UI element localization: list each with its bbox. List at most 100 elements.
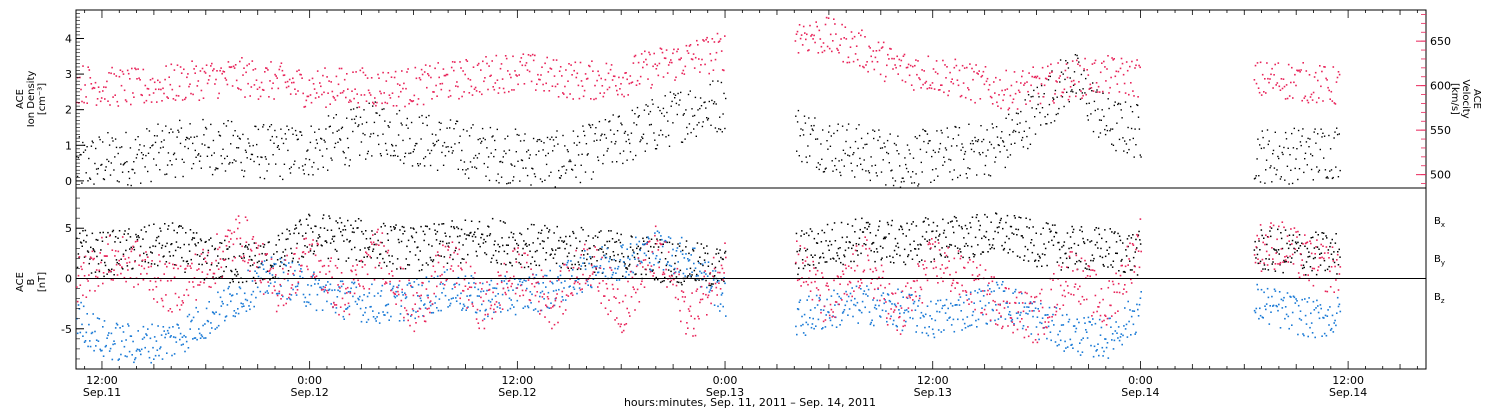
by-point: [301, 277, 304, 279]
bz-point: [105, 255, 107, 257]
by-point: [481, 282, 484, 285]
density-point: [450, 146, 453, 148]
by-point: [905, 320, 907, 323]
density-point: [642, 137, 644, 140]
bx-point: [1042, 227, 1044, 229]
bx-point: [464, 219, 467, 221]
density-point: [1063, 105, 1065, 108]
velocity-point: [606, 88, 609, 91]
velocity-point: [370, 77, 373, 79]
density-point: [1072, 91, 1074, 93]
velocity-point: [578, 97, 581, 100]
by-point: [948, 317, 950, 319]
velocity-point: [130, 103, 132, 106]
by-point: [120, 353, 122, 356]
density-point: [1336, 133, 1339, 136]
density-point: [905, 167, 908, 170]
bx-point: [916, 254, 918, 256]
density-point: [512, 179, 514, 182]
bx-point: [1291, 257, 1293, 259]
bz-point: [91, 250, 94, 253]
bx-point: [594, 235, 597, 237]
by-point: [986, 323, 988, 325]
by-point: [799, 299, 802, 301]
by-point: [1026, 306, 1028, 308]
bx-point: [1051, 224, 1054, 226]
bx-point: [370, 257, 372, 259]
by-point: [1309, 326, 1311, 329]
velocity-point: [220, 67, 222, 69]
bx-point: [708, 284, 710, 287]
velocity-point: [802, 25, 805, 28]
velocity-point: [1095, 82, 1098, 84]
by-point: [256, 286, 259, 289]
density-point: [845, 140, 847, 143]
by-point: [136, 348, 139, 351]
by-point: [1299, 310, 1302, 312]
bx-point: [1124, 271, 1126, 273]
by-point: [1335, 324, 1337, 327]
bx-point: [291, 260, 294, 262]
velocity-point: [1300, 69, 1302, 71]
density-point: [887, 152, 890, 155]
velocity-point: [502, 87, 505, 90]
bx-point: [329, 217, 331, 220]
by-point: [1295, 298, 1297, 300]
by-point: [532, 309, 535, 311]
density-point: [562, 134, 564, 137]
by-point: [460, 292, 462, 295]
bx-point: [298, 220, 301, 223]
bx-point: [1040, 233, 1042, 235]
by-point: [424, 307, 427, 309]
by-point: [293, 274, 295, 276]
bx-point: [572, 232, 575, 235]
bx-point: [117, 237, 119, 239]
bx-point: [814, 254, 816, 256]
velocity-point: [989, 95, 992, 98]
bx-point: [99, 231, 101, 234]
by-point: [451, 288, 454, 290]
velocity-point: [718, 40, 721, 42]
velocity-point: [864, 36, 866, 38]
by-point: [699, 286, 702, 288]
velocity-point: [705, 38, 707, 41]
velocity-point: [1006, 88, 1009, 90]
velocity-point: [312, 83, 315, 85]
bx-point: [694, 279, 696, 281]
velocity-point: [808, 49, 810, 51]
by-point: [495, 287, 498, 290]
density-point: [381, 108, 383, 111]
velocity-point: [90, 83, 93, 85]
bx-point: [1076, 260, 1078, 263]
bx-point: [930, 261, 932, 263]
by-point: [934, 319, 937, 322]
density-point: [417, 165, 420, 167]
density-point: [439, 128, 441, 131]
velocity-point: [1081, 97, 1083, 99]
density-point: [1303, 171, 1305, 174]
density-point: [1065, 60, 1067, 62]
bx-point: [646, 236, 648, 239]
bx-point: [1330, 253, 1333, 255]
velocity-point: [500, 63, 503, 65]
bx-point: [643, 240, 645, 242]
velocity-point: [908, 74, 911, 77]
bx-point: [222, 258, 224, 260]
bx-point: [145, 231, 147, 233]
bx-point: [626, 268, 629, 270]
bx-point: [120, 258, 122, 260]
velocity-point: [111, 66, 113, 69]
velocity-point: [1117, 70, 1120, 73]
velocity-point: [484, 77, 486, 79]
density-point: [939, 142, 942, 145]
by-point: [894, 304, 897, 307]
bx-point: [888, 233, 890, 235]
density-point: [890, 170, 892, 172]
bx-point: [1285, 260, 1287, 263]
bx-point: [164, 245, 167, 248]
bx-point: [1117, 232, 1119, 235]
density-point: [374, 101, 376, 103]
velocity-point: [861, 29, 863, 32]
density-point: [1320, 128, 1322, 130]
by-point: [354, 300, 357, 303]
